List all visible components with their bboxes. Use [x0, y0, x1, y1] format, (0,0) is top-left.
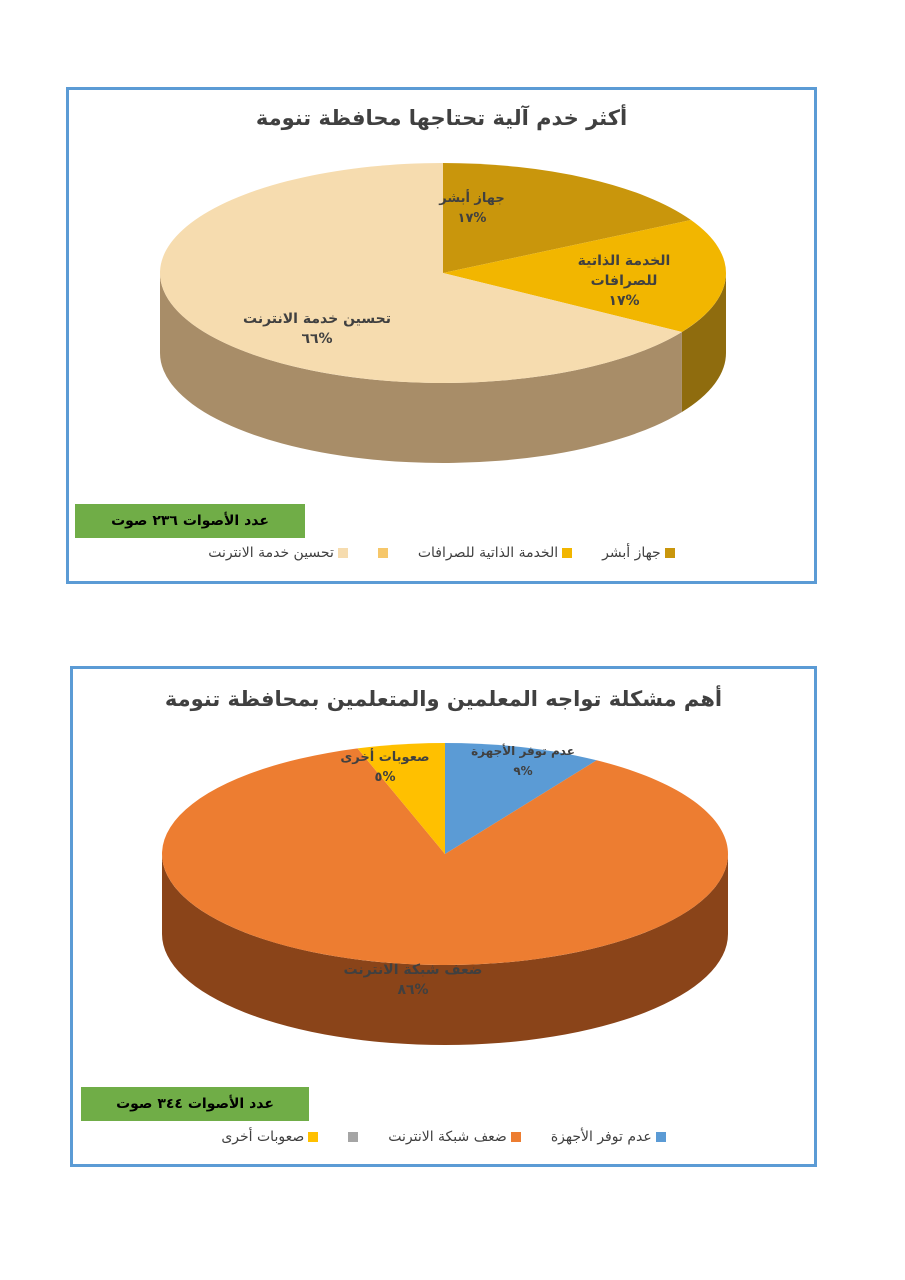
pie-slice-0	[445, 743, 597, 854]
slice-percent: ٥%	[375, 770, 396, 785]
pie-side-1	[681, 273, 726, 412]
slice-label-text: للصرافات	[591, 273, 658, 289]
chart-panel-1: أكثر خدم آلية تحتاجها محافظة تنومة جهاز …	[66, 87, 817, 584]
chart-legend: تحسين خدمة الانترنت الخدمة الذاتية للصرا…	[69, 545, 814, 561]
legend-item: تحسين خدمة الانترنت	[208, 545, 348, 561]
legend-item	[377, 545, 388, 561]
slice-label-0: جهاز أبشر ١٧%	[438, 189, 505, 226]
pie-slice-1	[443, 220, 726, 332]
pie-slice-1	[161, 748, 729, 965]
slice-label-text: جهاز أبشر	[438, 189, 505, 206]
votes-count-box: عدد الأصوات ٣٤٤ صوت	[81, 1087, 309, 1121]
pie-slice-3	[160, 163, 682, 383]
legend-item: صعوبات أخرى	[221, 1129, 319, 1145]
legend-label: جهاز أبشر	[602, 545, 661, 561]
legend-label: الخدمة الذاتية للصرافات	[417, 545, 559, 561]
pie-side-3	[160, 273, 682, 463]
legend-item: ضعف شبكة الانترنت	[388, 1129, 521, 1145]
pie-chart: جهاز أبشر ١٧% الخدمة الذاتية للصرافات ١٧% تحس…	[160, 163, 726, 463]
pie-slice-3	[357, 743, 445, 854]
slice-label-3: تحسين خدمة الانترنت ٦٦%	[243, 311, 391, 347]
legend-swatch	[562, 548, 573, 558]
legend-item: عدم توفر الأجهزة	[551, 1129, 666, 1145]
legend-swatch	[510, 1132, 521, 1142]
slice-percent: ١٧%	[458, 211, 487, 226]
chart-title: أهم مشكلة تواجه المعلمين والمتعلمين بمحا…	[164, 687, 723, 711]
slice-percent: ٩%	[513, 764, 532, 778]
slice-label-1: الخدمة الذاتية للصرافات ١٧%	[578, 253, 671, 309]
legend-label: صعوبات أخرى	[221, 1129, 305, 1145]
votes-count-box: عدد الأصوات ٢٣٦ صوت	[75, 504, 305, 538]
slice-label-0: عدم توفر الأجهزة ٩%	[471, 743, 575, 778]
slice-percent: ٨٦%	[397, 982, 428, 998]
slice-label-text: تحسين خدمة الانترنت	[243, 311, 391, 327]
slice-label-text: عدم توفر الأجهزة	[471, 743, 575, 759]
legend-label: تحسين خدمة الانترنت	[208, 545, 334, 561]
legend-item: جهاز أبشر	[602, 545, 675, 561]
legend-swatch	[348, 1132, 359, 1142]
slice-label-3: صعوبات أخرى ٥%	[340, 748, 429, 785]
legend-swatch	[664, 548, 675, 558]
slice-percent: ١٧%	[608, 293, 639, 309]
legend-swatch	[377, 548, 388, 558]
legend-swatch	[308, 1132, 319, 1142]
legend-label: عدم توفر الأجهزة	[550, 1129, 652, 1145]
pie-slice-0	[443, 163, 691, 273]
pie-side-1	[162, 854, 728, 1045]
legend-item	[348, 1129, 359, 1145]
slice-label-text: ضعف شبكة الانترنت	[344, 962, 483, 978]
chart-panel-2: أهم مشكلة تواجه المعلمين والمتعلمين بمحا…	[70, 666, 817, 1167]
pie-chart: عدم توفر الأجهزة ٩% ضعف شبكة الانترنت ٨٦% صع…	[161, 743, 729, 1045]
slice-label-1: ضعف شبكة الانترنت ٨٦%	[344, 962, 483, 998]
slice-label-text: صعوبات أخرى	[340, 748, 429, 765]
chart-title: أكثر خدم آلية تحتاجها محافظة تنومة	[255, 106, 628, 130]
slice-label-text: الخدمة الذاتية	[578, 253, 671, 269]
slice-percent: ٦٦%	[301, 331, 332, 347]
legend-label: ضعف شبكة الانترنت	[388, 1129, 507, 1145]
legend-item: الخدمة الذاتية للصرافات	[417, 545, 573, 561]
legend-swatch	[337, 548, 348, 558]
legend-swatch	[655, 1132, 666, 1142]
chart-legend: صعوبات أخرى ضعف شبكة الانترنت عدم توفر ا…	[73, 1129, 814, 1145]
